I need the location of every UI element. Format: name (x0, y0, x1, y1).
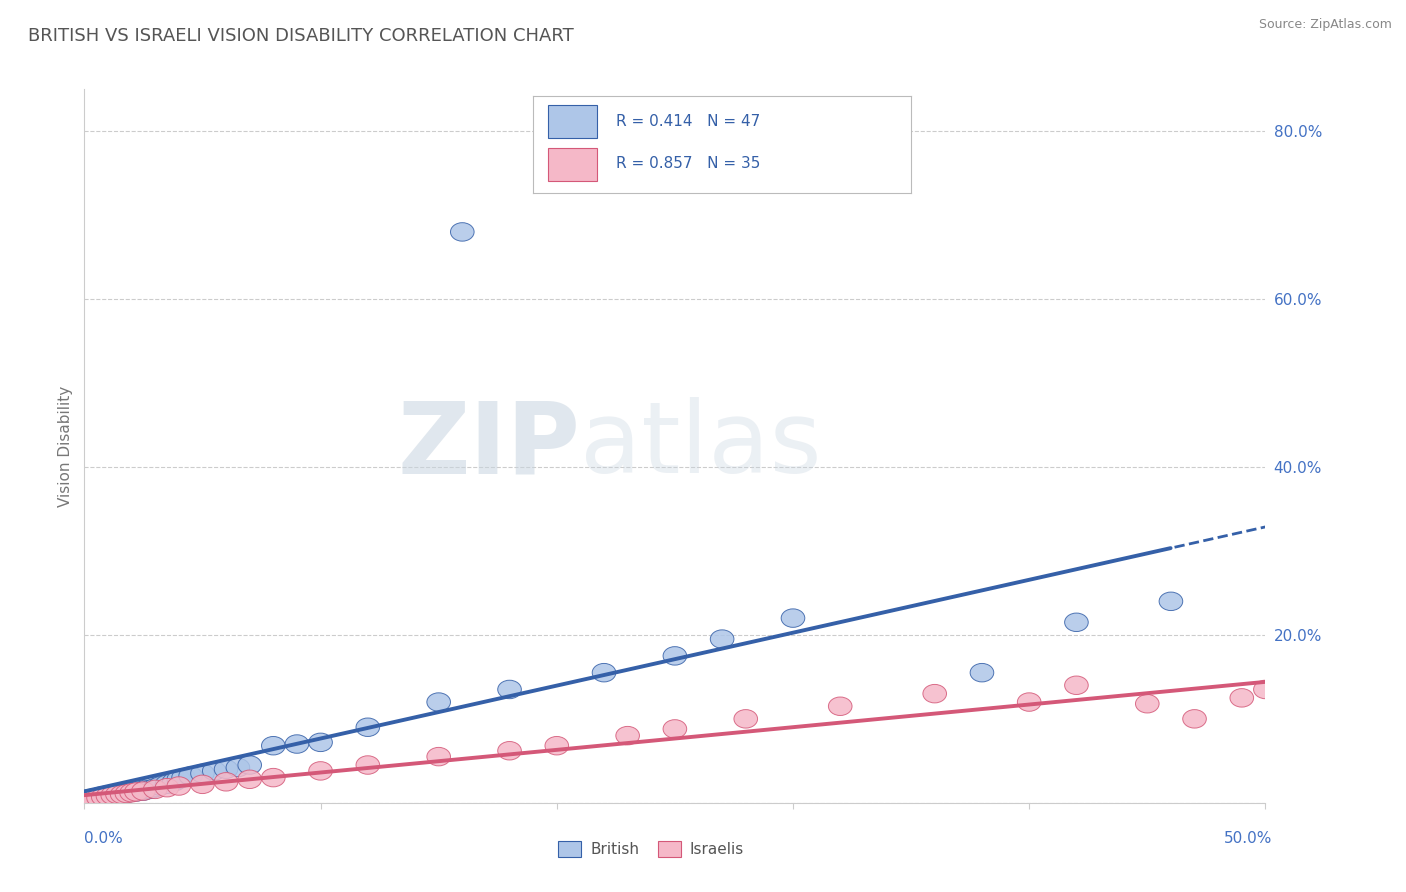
Ellipse shape (1254, 681, 1277, 698)
Ellipse shape (309, 762, 332, 780)
Ellipse shape (101, 786, 125, 805)
Ellipse shape (179, 767, 202, 785)
Ellipse shape (970, 664, 994, 681)
Ellipse shape (1064, 613, 1088, 632)
Ellipse shape (1159, 592, 1182, 610)
Ellipse shape (285, 735, 309, 753)
Ellipse shape (710, 630, 734, 648)
Ellipse shape (132, 781, 155, 800)
Ellipse shape (91, 789, 115, 807)
Ellipse shape (82, 789, 105, 808)
Legend: British, Israelis: British, Israelis (553, 835, 751, 863)
Ellipse shape (202, 762, 226, 780)
Ellipse shape (1136, 695, 1159, 713)
Ellipse shape (148, 777, 172, 796)
Ellipse shape (120, 781, 143, 800)
Ellipse shape (118, 783, 141, 802)
Ellipse shape (105, 785, 129, 804)
Ellipse shape (125, 782, 148, 801)
Ellipse shape (922, 684, 946, 703)
Ellipse shape (782, 609, 804, 627)
Ellipse shape (734, 710, 758, 728)
Ellipse shape (110, 785, 134, 804)
Ellipse shape (91, 788, 115, 806)
Ellipse shape (132, 781, 155, 800)
Ellipse shape (664, 647, 686, 665)
Ellipse shape (427, 747, 450, 766)
Ellipse shape (125, 782, 148, 801)
Ellipse shape (89, 787, 112, 805)
Ellipse shape (172, 768, 195, 787)
Ellipse shape (828, 697, 852, 715)
Ellipse shape (214, 760, 238, 779)
Ellipse shape (191, 764, 214, 782)
Ellipse shape (139, 780, 162, 798)
Text: BRITISH VS ISRAELI VISION DISABILITY CORRELATION CHART: BRITISH VS ISRAELI VISION DISABILITY COR… (28, 27, 574, 45)
Ellipse shape (262, 737, 285, 755)
Ellipse shape (226, 758, 250, 777)
Ellipse shape (664, 720, 686, 739)
Ellipse shape (1064, 676, 1088, 695)
Text: 0.0%: 0.0% (84, 831, 124, 846)
Ellipse shape (427, 693, 450, 711)
Ellipse shape (96, 787, 120, 805)
Ellipse shape (96, 787, 120, 805)
Ellipse shape (110, 784, 134, 803)
Ellipse shape (77, 789, 101, 808)
Ellipse shape (238, 770, 262, 789)
Ellipse shape (356, 718, 380, 737)
Ellipse shape (191, 775, 214, 794)
Y-axis label: Vision Disability: Vision Disability (58, 385, 73, 507)
Ellipse shape (115, 782, 139, 801)
Ellipse shape (1018, 693, 1040, 711)
Ellipse shape (238, 756, 262, 774)
Ellipse shape (356, 756, 380, 774)
Ellipse shape (155, 775, 179, 794)
Ellipse shape (162, 772, 186, 791)
Ellipse shape (450, 223, 474, 241)
Ellipse shape (214, 772, 238, 791)
Text: Source: ZipAtlas.com: Source: ZipAtlas.com (1258, 18, 1392, 31)
Ellipse shape (262, 768, 285, 787)
Ellipse shape (87, 788, 110, 806)
Ellipse shape (143, 779, 167, 797)
Text: atlas: atlas (581, 398, 823, 494)
Ellipse shape (108, 783, 132, 802)
Ellipse shape (155, 779, 179, 797)
Ellipse shape (309, 733, 332, 752)
Ellipse shape (1182, 710, 1206, 728)
Ellipse shape (592, 664, 616, 681)
Ellipse shape (143, 780, 167, 798)
Ellipse shape (82, 789, 105, 807)
Ellipse shape (105, 785, 129, 804)
Ellipse shape (127, 781, 150, 799)
Ellipse shape (98, 785, 122, 804)
Ellipse shape (103, 784, 127, 803)
Ellipse shape (134, 780, 157, 798)
Text: ZIP: ZIP (398, 398, 581, 494)
Ellipse shape (498, 681, 522, 698)
Ellipse shape (94, 786, 118, 805)
Ellipse shape (167, 777, 191, 796)
Ellipse shape (87, 789, 110, 807)
Ellipse shape (616, 726, 640, 745)
Ellipse shape (120, 783, 143, 802)
Ellipse shape (101, 786, 125, 805)
Ellipse shape (498, 741, 522, 760)
Ellipse shape (115, 784, 139, 803)
Ellipse shape (546, 737, 568, 755)
Ellipse shape (77, 790, 101, 809)
Ellipse shape (1230, 689, 1254, 707)
Ellipse shape (167, 770, 191, 789)
Text: 50.0%: 50.0% (1225, 831, 1272, 846)
